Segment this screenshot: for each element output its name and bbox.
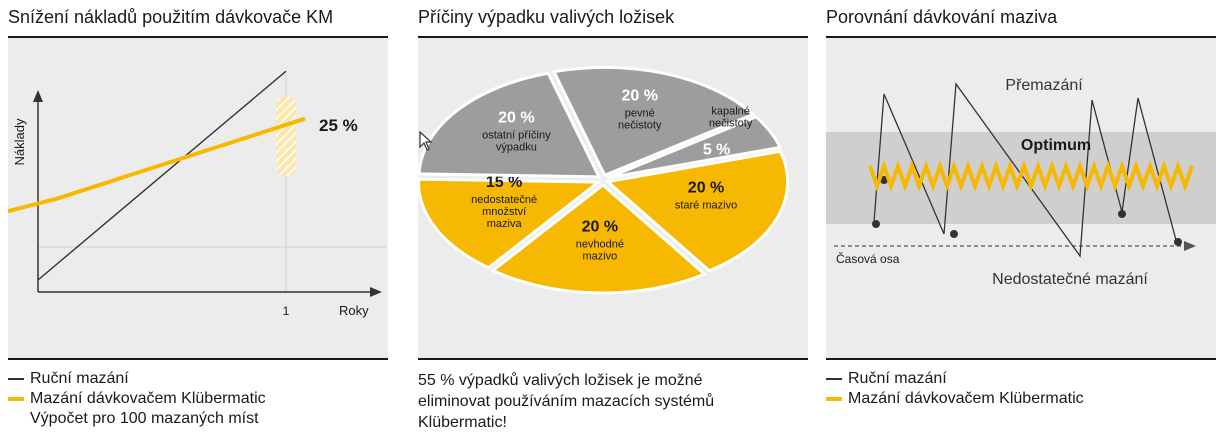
slice-percent: 20 % bbox=[582, 219, 618, 236]
thin-line-swatch bbox=[826, 378, 842, 380]
top-divider bbox=[418, 36, 808, 38]
x-axis-arrow-icon bbox=[370, 287, 382, 297]
pie-slice bbox=[418, 177, 603, 270]
bottom-divider bbox=[826, 358, 1216, 360]
slice-label: mazivo bbox=[582, 251, 617, 263]
panel-title: Porovnání dávkování maziva bbox=[826, 7, 1058, 27]
top-divider bbox=[8, 36, 388, 38]
caption-line: 55 % výpadků valivých ložisek je možné bbox=[418, 372, 703, 389]
thick-line-swatch bbox=[826, 397, 842, 401]
slice-label: maziva bbox=[487, 218, 523, 230]
panel-title: Příčiny výpadku valivých ložisek bbox=[418, 7, 675, 27]
y-axis-label: Náklady bbox=[12, 118, 27, 165]
slice-label: staré mazivo bbox=[675, 200, 737, 212]
chart-background bbox=[8, 38, 388, 358]
pie-slice bbox=[551, 65, 757, 178]
pie-caption: 55 % výpadků valivých ložisek je možné e… bbox=[418, 370, 788, 433]
bottom-divider bbox=[418, 358, 808, 360]
x-axis-label: Roky bbox=[339, 303, 369, 318]
under-lubrication-label: Nedostatečné mazání bbox=[992, 271, 1148, 288]
thick-line-swatch bbox=[8, 397, 24, 401]
legend-item-manual: Ruční mazání bbox=[8, 369, 266, 389]
manual-data-point bbox=[872, 220, 880, 228]
slice-label: pevné bbox=[625, 107, 655, 119]
top-divider bbox=[826, 36, 1216, 38]
series-line-dispenser bbox=[868, 159, 1194, 193]
legend: Ruční mazání Mazání dávkovačem Klübermat… bbox=[826, 369, 1084, 409]
legend-label: Ruční mazání bbox=[30, 370, 129, 387]
dosing-chart: Přemazání Optimum Časová osa Nedostatečné m… bbox=[826, 77, 1216, 288]
legend-label: Ruční mazání bbox=[848, 370, 947, 387]
pie-slice bbox=[606, 115, 783, 180]
optimum-label: Optimum bbox=[1021, 137, 1091, 154]
legend-label: Mazání dávkovačem Klübermatic bbox=[848, 390, 1084, 407]
manual-data-point bbox=[1118, 210, 1126, 218]
caption-line: eliminovat používáním mazacích systémů bbox=[418, 393, 715, 410]
slice-label: množství bbox=[482, 206, 526, 218]
slice-percent: 15 % bbox=[486, 174, 522, 191]
slice-label: nevhodné bbox=[576, 239, 624, 251]
slice-label: ostatní příčiny bbox=[482, 130, 551, 142]
slice-percent: 20 % bbox=[498, 110, 534, 127]
mouse-cursor-icon bbox=[419, 131, 433, 151]
manual-data-point bbox=[1174, 238, 1182, 246]
legend-item-dispenser: Mazání dávkovačem Klübermatic bbox=[8, 389, 266, 409]
slice-label: kapalné bbox=[711, 106, 750, 118]
pie-slice bbox=[418, 71, 602, 179]
y-axis-arrow-icon bbox=[33, 90, 43, 102]
calculation-note: Výpočet pro 100 mazaných míst bbox=[30, 410, 259, 427]
manual-data-point bbox=[950, 230, 958, 238]
difference-hatch-marker bbox=[276, 96, 296, 176]
manual-data-point bbox=[880, 176, 888, 184]
slice-label: nedostatečné bbox=[471, 194, 537, 206]
slice-percent: 5 % bbox=[703, 142, 731, 159]
slice-label: nečistoty bbox=[618, 119, 662, 131]
pie-slice bbox=[490, 183, 708, 295]
over-lubrication-label: Přemazání bbox=[1005, 77, 1083, 94]
series-line-dispenser bbox=[8, 117, 306, 214]
caption-line: Klübermatic! bbox=[418, 414, 507, 431]
slice-percent: 20 % bbox=[688, 180, 724, 197]
legend-label: Mazání dávkovačem Klübermatic bbox=[30, 390, 266, 407]
slice-label: výpadku bbox=[496, 142, 537, 154]
slice-percent: 20 % bbox=[622, 87, 658, 104]
legend-item-dispenser: Mazání dávkovačem Klübermatic bbox=[826, 389, 1084, 409]
panel-title: Snížení nákladů použitím dávkovače KM bbox=[8, 7, 334, 27]
bottom-divider bbox=[8, 358, 388, 360]
legend-item-manual: Ruční mazání bbox=[826, 369, 1084, 389]
savings-annotation: 25 % bbox=[319, 116, 358, 135]
thin-line-swatch bbox=[8, 378, 24, 380]
legend: Ruční mazání Mazání dávkovačem Klübermat… bbox=[8, 369, 266, 429]
series-line-manual bbox=[873, 82, 1177, 258]
pie-slice bbox=[604, 149, 790, 273]
x-tick-label: 1 bbox=[283, 304, 290, 318]
series-line-manual bbox=[37, 70, 287, 281]
cost-chart: Náklady Roky 1 25 % bbox=[8, 70, 386, 318]
slice-label: nečistoty bbox=[709, 118, 753, 130]
time-axis-label: Časová osa bbox=[836, 251, 900, 266]
time-axis-arrow-icon bbox=[1184, 241, 1196, 251]
